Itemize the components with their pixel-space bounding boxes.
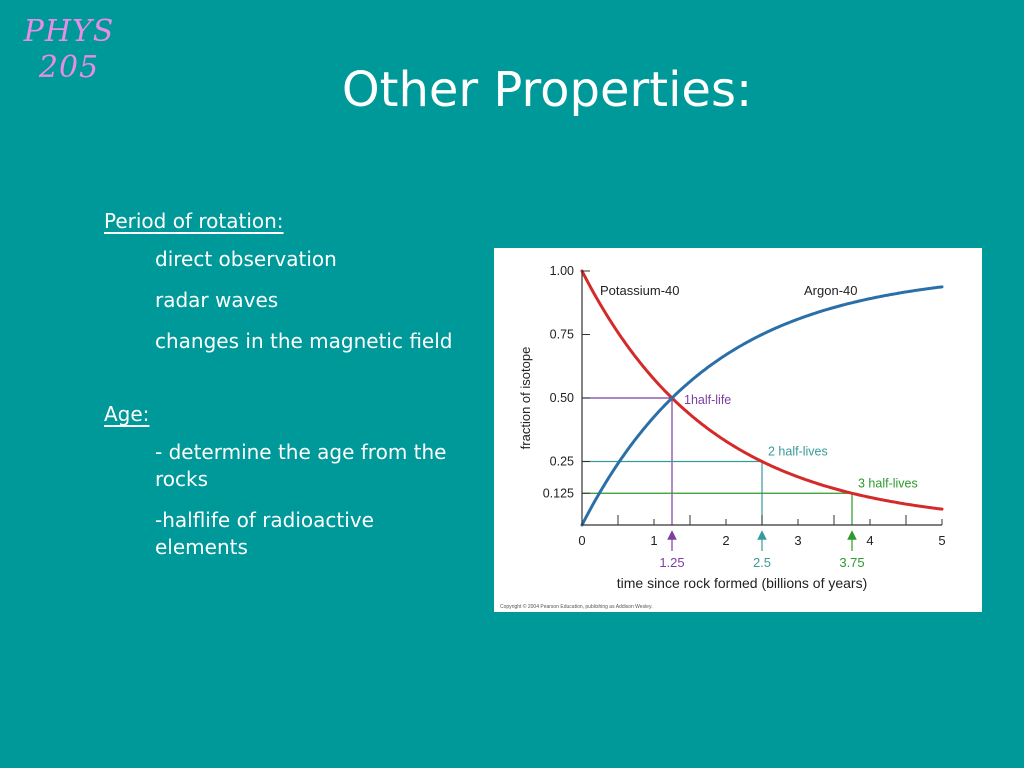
period-heading: Period of rotation: <box>104 209 284 233</box>
half-life-time-label: 3.75 <box>839 555 864 570</box>
x-tick-label: 4 <box>866 533 873 548</box>
y-tick-label: 1.00 <box>550 264 574 278</box>
age-list: - determine the age from the rocks -half… <box>104 439 464 561</box>
y-tick-label: 0.50 <box>550 391 574 405</box>
list-item: radar waves <box>155 288 279 312</box>
half-life-time-label: 1.25 <box>659 555 684 570</box>
logo-line-1: PHYS <box>23 14 115 49</box>
logo-line-2: 205 <box>38 50 100 85</box>
slide-title: Other Properties: <box>341 62 753 118</box>
series-label-argon: Argon-40 <box>804 283 857 298</box>
list-item: changes in the magnetic field <box>155 329 453 353</box>
y-tick-label: 0.75 <box>550 328 574 342</box>
decay-chart-svg: 0 1 2 3 4 5 0.125 0.25 0.50 0.75 1.00 1half-life 1.… <box>500 264 946 610</box>
y-tick-label: 0.25 <box>550 455 574 469</box>
half-life-label: 2 half-lives <box>768 445 828 459</box>
series-label-potassium: Potassium-40 <box>600 283 679 298</box>
x-tick-label: 5 <box>938 533 945 548</box>
decay-chart: 0 1 2 3 4 5 0.125 0.25 0.50 0.75 1.00 1half-life 1.… <box>494 248 982 612</box>
x-tick-label: 0 <box>578 533 585 548</box>
half-life-time-label: 2.5 <box>753 555 771 570</box>
list-item: - determine the age from the rocks <box>155 440 447 491</box>
age-heading: Age: <box>104 402 150 426</box>
x-tick-label: 2 <box>722 533 729 548</box>
course-logo: PHYS 205 <box>14 14 124 86</box>
x-axis-label: time since rock formed (billions of year… <box>617 575 868 591</box>
x-tick-label: 1 <box>650 533 657 548</box>
list-item: -halflife of radioactive elements <box>155 508 374 559</box>
argon-40-line <box>580 285 944 527</box>
x-tick-label: 3 <box>794 533 801 548</box>
y-tick-label: 0.125 <box>543 486 574 500</box>
slide-content: Period of rotation: direct observation r… <box>104 208 464 575</box>
y-axis-label: fraction of isotope <box>518 347 533 450</box>
half-life-label: 3 half-lives <box>858 476 918 490</box>
half-life-label: 1half-life <box>684 393 731 407</box>
list-item: direct observation <box>155 247 337 271</box>
period-list: direct observation radar waves changes i… <box>104 246 464 355</box>
potassium-40-line <box>580 269 944 511</box>
copyright-note: Copyright © 2004 Pearson Education, publ… <box>500 603 652 610</box>
